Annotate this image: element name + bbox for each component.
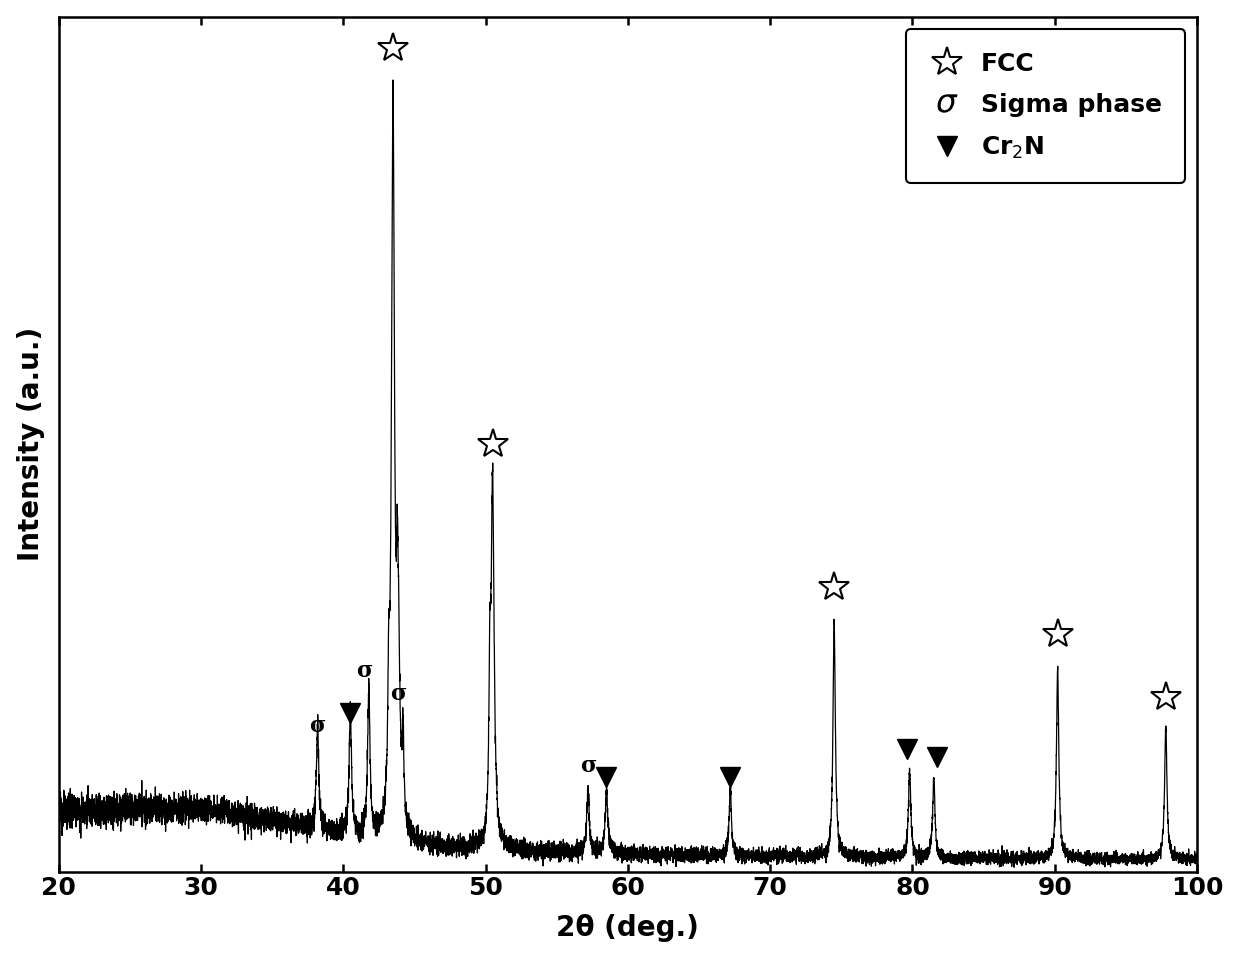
X-axis label: 2θ (deg.): 2θ (deg.) bbox=[557, 914, 699, 943]
Text: σ: σ bbox=[356, 660, 373, 682]
Text: σ: σ bbox=[310, 715, 326, 737]
Legend: FCC, Sigma phase, Cr$_2$N: FCC, Sigma phase, Cr$_2$N bbox=[906, 29, 1184, 183]
Text: σ: σ bbox=[391, 684, 407, 706]
Y-axis label: Intensity (a.u.): Intensity (a.u.) bbox=[16, 327, 45, 561]
Text: σ: σ bbox=[580, 755, 596, 777]
